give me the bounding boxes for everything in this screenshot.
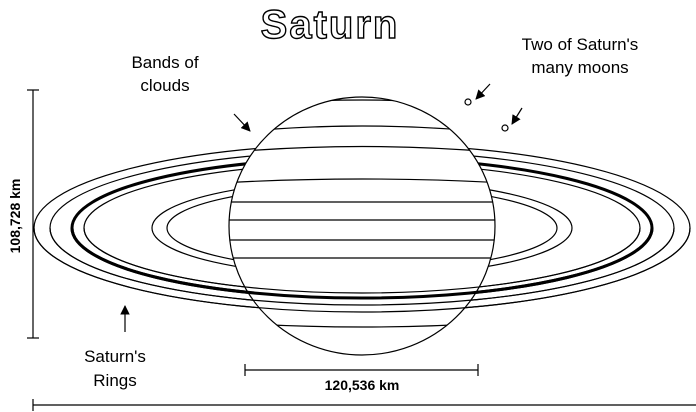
rings-front [33, 228, 691, 313]
title: Saturn [261, 3, 400, 47]
arrow [511, 107, 523, 125]
diameter-dimension: 120,536 km [244, 364, 479, 393]
label: Two of Saturn's [522, 35, 639, 54]
label: many moons [531, 58, 628, 77]
label: 120,536 km [325, 377, 400, 393]
label: Saturn's [84, 347, 146, 366]
label: Bands of [131, 53, 198, 72]
label: clouds [140, 76, 189, 95]
ring-dimension [32, 399, 696, 411]
label: 108,728 km [7, 179, 23, 254]
height-dimension: 108,728 km [7, 89, 39, 339]
moon [501, 124, 509, 132]
arrow [475, 83, 491, 100]
planet [228, 96, 496, 356]
arrow [233, 113, 251, 132]
moon [464, 98, 472, 106]
label: Rings [93, 371, 136, 390]
